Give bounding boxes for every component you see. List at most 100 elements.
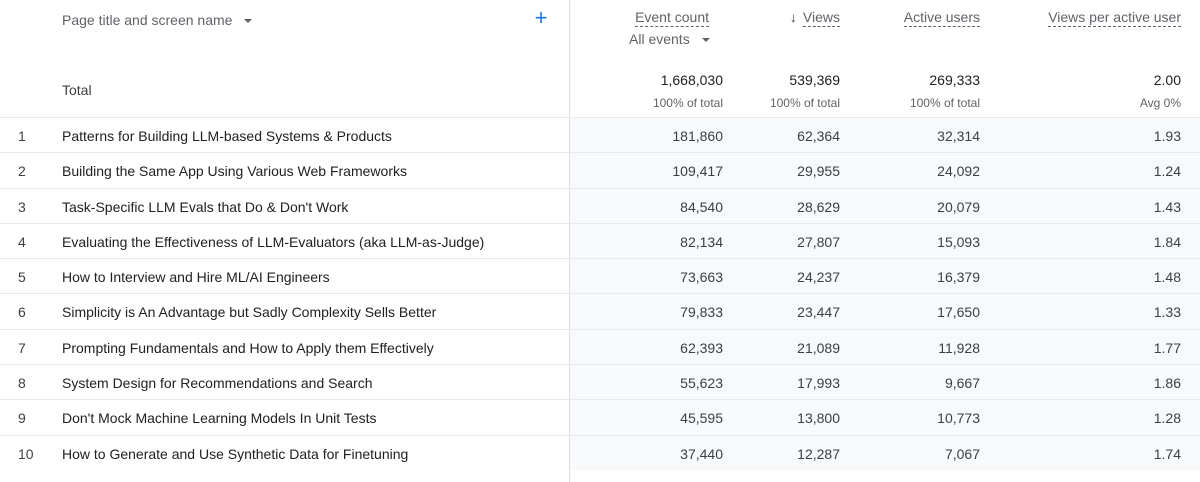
views-per-user-cell: 1.93 <box>1153 128 1181 144</box>
views-cell: 23,447 <box>797 304 840 321</box>
active-users-cell: 10,773 <box>937 410 980 427</box>
event-filter-label: All events <box>629 31 690 47</box>
views-header-label: Views <box>802 9 840 27</box>
column-header-views[interactable]: ↓ Views <box>790 9 840 27</box>
views-cell: 12,287 <box>797 445 840 462</box>
table-row[interactable]: 4 Evaluating the Effectiveness of LLM-Eva… <box>0 222 1200 259</box>
views-per-user-cell: 1.24 <box>1153 163 1181 180</box>
column-header-views-per-user[interactable]: Views per active user <box>1048 9 1181 27</box>
dimension-label: Page title and screen name <box>62 12 233 28</box>
metric-cell-background <box>570 329 1200 365</box>
total-views: 539,369 100% of total <box>770 72 840 110</box>
page-title-cell[interactable]: Task-Specific LLM Evals that Do & Don't … <box>62 198 349 215</box>
active-users-cell: 16,379 <box>937 269 980 286</box>
page-title-cell[interactable]: Prompting Fundamentals and How to Apply … <box>62 339 434 356</box>
active-users-cell: 15,093 <box>937 233 980 250</box>
metric-cell-background <box>570 294 1200 329</box>
table-row[interactable]: 6 Simplicity is An Advantage but Sadly Co… <box>0 293 1200 329</box>
table-row[interactable]: 7 Prompting Fundamentals and How to Apply… <box>0 328 1200 365</box>
table-row[interactable]: 1 Patterns for Building LLM-based Systems… <box>0 117 1200 153</box>
total-views-per-user-avg: Avg 0% <box>1139 96 1181 110</box>
table-row[interactable]: 10 How to Generate and Use Synthetic Data… <box>0 434 1200 470</box>
views-per-user-cell: 1.43 <box>1153 198 1181 215</box>
row-index: 4 <box>18 233 26 250</box>
total-event-count: 1,668,030 100% of total <box>653 72 723 110</box>
views-per-user-cell: 1.74 <box>1153 445 1181 462</box>
active-users-cell: 32,314 <box>937 128 980 144</box>
table-row[interactable]: 3 Task-Specific LLM Evals that Do & Don't… <box>0 187 1200 223</box>
event-count-cell: 84,540 <box>680 198 723 215</box>
page-title-cell[interactable]: Evaluating the Effectiveness of LLM-Eval… <box>62 233 485 250</box>
views-cell: 28,629 <box>797 198 840 215</box>
row-index: 2 <box>18 163 26 180</box>
metric-cell-background <box>570 435 1200 470</box>
metric-cell-background <box>570 118 1200 153</box>
page-title-cell[interactable]: How to Interview and Hire ML/AI Engineer… <box>62 269 330 286</box>
table-row[interactable]: 2 Building the Same App Using Various Web… <box>0 152 1200 188</box>
caret-down-icon <box>701 38 710 42</box>
event-count-cell: 37,440 <box>680 445 723 462</box>
page-title-cell[interactable]: System Design for Recommendations and Se… <box>62 375 373 392</box>
page-title-cell[interactable]: Building the Same App Using Various Web … <box>62 163 407 180</box>
total-views-share: 100% of total <box>769 96 840 110</box>
table-row[interactable]: 8 System Design for Recommendations and S… <box>0 364 1200 400</box>
views-cell: 21,089 <box>797 339 840 356</box>
page-title-cell[interactable]: Don't Mock Machine Learning Models In Un… <box>62 410 377 427</box>
event-filter-dropdown[interactable]: All events <box>629 31 710 47</box>
total-active-users: 269,333 100% of total <box>910 72 980 110</box>
totals-label: Total <box>62 82 92 98</box>
row-index: 7 <box>18 339 26 356</box>
table-header: Page title and screen name + Event count… <box>0 0 1200 118</box>
page-title-cell[interactable]: Patterns for Building LLM-based Systems … <box>62 128 392 144</box>
event-count-cell: 82,134 <box>680 233 723 250</box>
caret-down-icon <box>244 19 253 23</box>
views-cell: 17,993 <box>797 375 840 392</box>
column-header-event-count[interactable]: Event count <box>635 9 709 27</box>
views-per-user-cell: 1.84 <box>1153 233 1181 250</box>
views-per-user-header-label: Views per active user <box>1048 9 1181 27</box>
table-row[interactable]: 5 How to Interview and Hire ML/AI Enginee… <box>0 258 1200 294</box>
total-event-count-value: 1,668,030 <box>660 72 723 88</box>
table-body: 1 Patterns for Building LLM-based Systems… <box>0 117 1200 470</box>
totals-row: Total 1,668,030 100% of total 539,369 10… <box>0 62 1200 118</box>
total-active-users-value: 269,333 <box>929 72 980 88</box>
views-cell: 13,800 <box>797 410 840 427</box>
page-title-cell[interactable]: How to Generate and Use Synthetic Data f… <box>62 445 409 462</box>
views-cell: 29,955 <box>797 163 840 180</box>
event-count-cell: 79,833 <box>680 304 723 321</box>
event-count-header-label: Event count <box>635 9 709 27</box>
views-cell: 24,237 <box>797 269 840 286</box>
metric-cell-background <box>570 365 1200 400</box>
row-index: 10 <box>18 445 34 462</box>
active-users-cell: 11,928 <box>938 339 980 356</box>
metric-cell-background <box>570 259 1200 294</box>
total-views-per-user: 2.00 Avg 0% <box>1140 72 1181 110</box>
views-per-user-cell: 1.86 <box>1153 375 1181 392</box>
total-active-users-share: 100% of total <box>909 96 980 110</box>
event-count-cell: 73,663 <box>680 269 723 286</box>
event-count-cell: 181,860 <box>672 128 723 144</box>
views-per-user-cell: 1.33 <box>1153 304 1181 321</box>
page-title-cell[interactable]: Simplicity is An Advantage but Sadly Com… <box>62 304 437 321</box>
views-cell: 27,807 <box>797 233 840 250</box>
active-users-cell: 17,650 <box>937 304 980 321</box>
row-index: 8 <box>18 375 26 392</box>
event-count-cell: 109,417 <box>672 163 723 180</box>
dimension-selector[interactable]: Page title and screen name <box>62 12 253 28</box>
views-cell: 62,364 <box>797 128 840 144</box>
active-users-header-label: Active users <box>903 9 980 27</box>
total-views-per-user-value: 2.00 <box>1153 72 1181 88</box>
column-header-active-users[interactable]: Active users <box>903 9 980 27</box>
active-users-cell: 20,079 <box>937 198 980 215</box>
active-users-cell: 24,092 <box>937 163 980 180</box>
event-count-cell: 55,623 <box>680 375 723 392</box>
metric-cell-background <box>570 400 1200 435</box>
views-per-user-cell: 1.48 <box>1153 269 1181 286</box>
metric-cell-background <box>570 223 1200 259</box>
plus-icon[interactable]: + <box>534 5 548 30</box>
event-count-cell: 62,393 <box>680 339 723 356</box>
metric-cell-background <box>570 188 1200 223</box>
table-row[interactable]: 9 Don't Mock Machine Learning Models In U… <box>0 399 1200 435</box>
event-count-cell: 45,595 <box>680 410 723 427</box>
total-event-count-share: 100% of total <box>652 96 723 110</box>
